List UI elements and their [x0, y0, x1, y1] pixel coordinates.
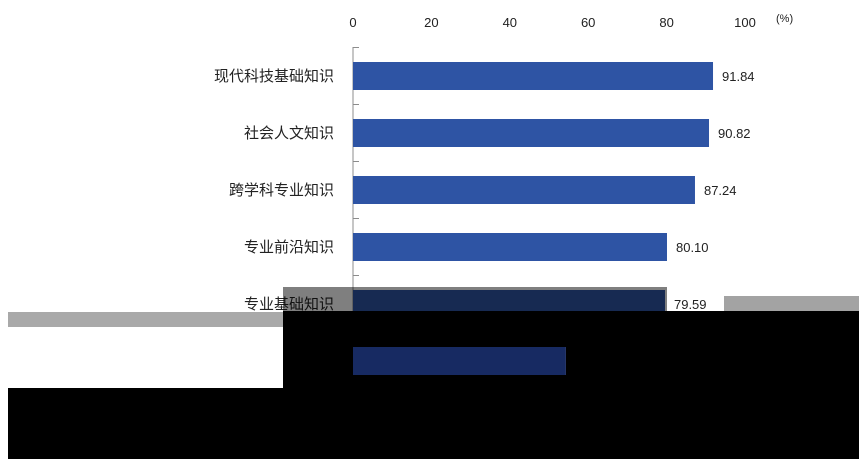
bar [353, 233, 667, 261]
black-redaction-block-left [8, 388, 283, 459]
black-redaction-block-main [283, 311, 859, 459]
x-tick-label: 100 [734, 15, 756, 30]
category-label: 现代科技基础知识 [214, 68, 334, 85]
x-tick-label: 40 [503, 15, 517, 30]
data-label: 80.10 [676, 240, 709, 255]
data-label: 91.84 [722, 69, 755, 84]
x-tick-label: 0 [349, 15, 356, 30]
gray-redaction-band-left [8, 312, 283, 327]
data-label: 87.24 [704, 183, 737, 198]
bar [353, 119, 710, 147]
category-labels: 现代科技基础知识社会人文知识跨学科专业知识专业前沿知识专业基础知识 [214, 68, 334, 313]
data-labels: 91.84 90.82 87.24 80.10 79.59 [674, 69, 755, 312]
x-tick-label: 80 [659, 15, 673, 30]
x-axis: (%) 0 20 40 60 80 100 [349, 13, 793, 30]
bar [353, 62, 714, 90]
x-tick-label: 60 [581, 15, 595, 30]
data-label: 90.82 [718, 126, 751, 141]
redaction-overlay [8, 287, 859, 459]
dim-overlay [283, 287, 667, 311]
x-axis-unit-label: (%) [776, 13, 793, 25]
category-label: 社会人文知识 [244, 125, 334, 142]
gray-redaction-band-right [724, 296, 859, 312]
bar [353, 176, 695, 204]
data-label: 79.59 [674, 297, 707, 312]
x-tick-label: 20 [424, 15, 438, 30]
category-label: 跨学科专业知识 [229, 182, 334, 199]
dim-overlay-lower [353, 347, 566, 375]
category-label: 专业前沿知识 [244, 239, 334, 256]
